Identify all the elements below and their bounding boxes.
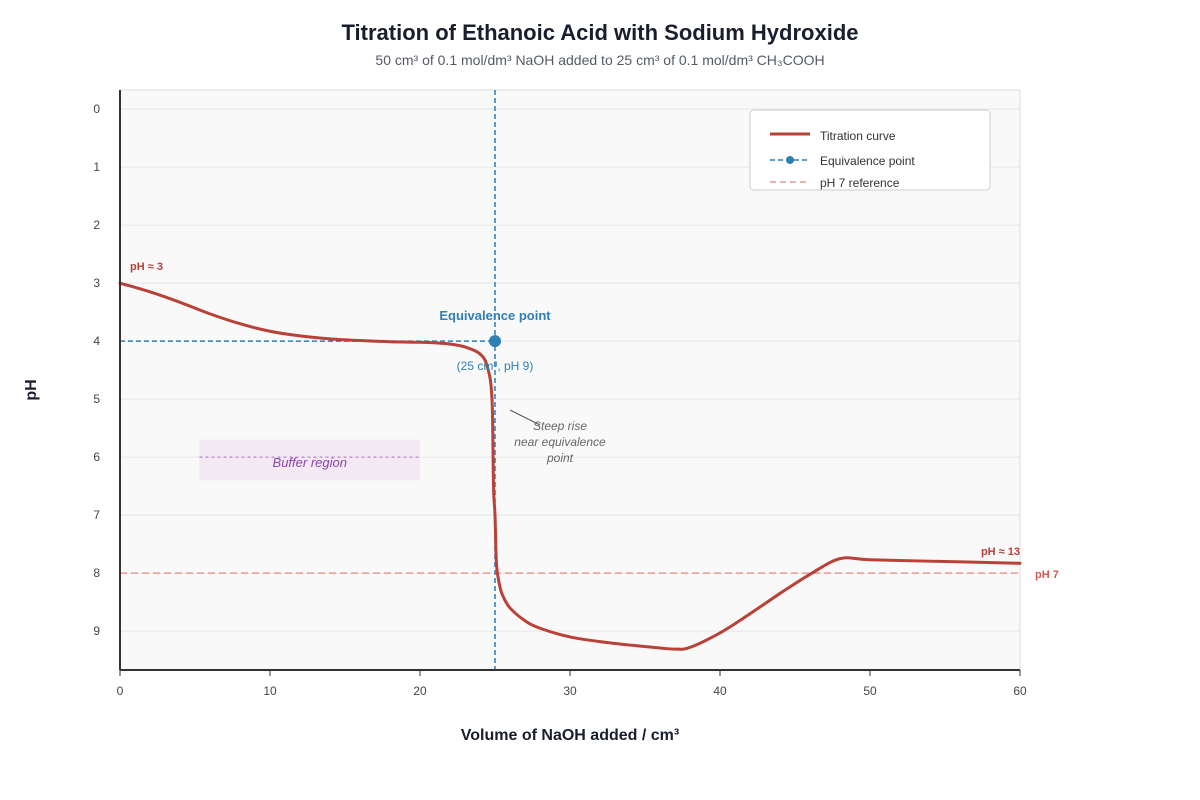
y-axis-label: pH [23, 379, 40, 400]
x-tick-label-30: 30 [563, 684, 577, 698]
legend-label-equivalence: Equivalence point [820, 154, 915, 168]
legend-marker-equivalence [786, 156, 794, 164]
equivalence-point-coordinates: (25 cm³, pH 9) [457, 359, 534, 373]
annotation-start-ph: pH ≈ 3 [130, 261, 163, 273]
y-tick-label-9: 9 [93, 624, 100, 638]
annotations: pH ≈ 3 pH ≈ 13 Equivalence point (25 cm³, p… [130, 261, 1020, 558]
buffer-region-band [199, 439, 420, 481]
y-tick-label-1: 1 [93, 160, 100, 174]
series-line-titration-curve [118, 281, 1022, 651]
x-tick-label-50: 50 [863, 684, 877, 698]
x-tick-label-60: 60 [1013, 684, 1027, 698]
buffer-region-label: Buffer region [273, 455, 347, 470]
chart-subtitle: 50 cm³ of 0.1 mol/dm³ NaOH added to 25 c… [375, 52, 824, 68]
y-tick-label-8: 8 [93, 566, 100, 580]
equivalence-point-label: Equivalence point [439, 308, 551, 323]
x-tick-label-40: 40 [713, 684, 727, 698]
y-tick-label-4: 4 [93, 334, 100, 348]
reference-lines: pH 7 [120, 90, 1059, 670]
reference-line-label: pH 7 [1035, 569, 1059, 581]
x-tick-label-20: 20 [413, 684, 427, 698]
y-tick-label-7: 7 [93, 508, 100, 522]
equivalence-point-marker [489, 335, 501, 348]
buffer-region: Buffer region [199, 439, 420, 481]
legend-box [749, 109, 991, 191]
y-tick-label-2: 2 [93, 218, 100, 232]
y-tick-label-6: 6 [93, 450, 100, 464]
steep-rise-pointer [509, 409, 541, 426]
axes: 0 1 2 3 4 5 6 7 8 9 0 10 20 30 40 50 60 [93, 90, 1027, 698]
y-tick-label-3: 3 [93, 276, 100, 290]
x-tick-label-10: 10 [263, 684, 277, 698]
x-axis-label: Volume of NaOH added / cm³ [461, 727, 679, 744]
annotation-end-ph: pH ≈ 13 [981, 546, 1020, 558]
y-tick-label-5: 5 [93, 392, 100, 406]
steep-rise-annotation-line-3: point [546, 451, 574, 465]
chart-title: Titration of Ethanoic Acid with Sodium H… [341, 20, 858, 45]
series-layer [118, 281, 1022, 651]
legend-label-curve: Titration curve [820, 129, 896, 143]
x-tick-label-0: 0 [117, 684, 124, 698]
steep-rise-annotation-line-2: near equivalence [514, 435, 606, 449]
legend: Titration curve Equivalence point pH 7 r… [749, 109, 991, 191]
steep-rise-annotation-line-1: Steep rise [533, 419, 587, 433]
y-tick-label-0: 0 [93, 102, 100, 116]
legend-label-reference: pH 7 reference [820, 176, 900, 190]
